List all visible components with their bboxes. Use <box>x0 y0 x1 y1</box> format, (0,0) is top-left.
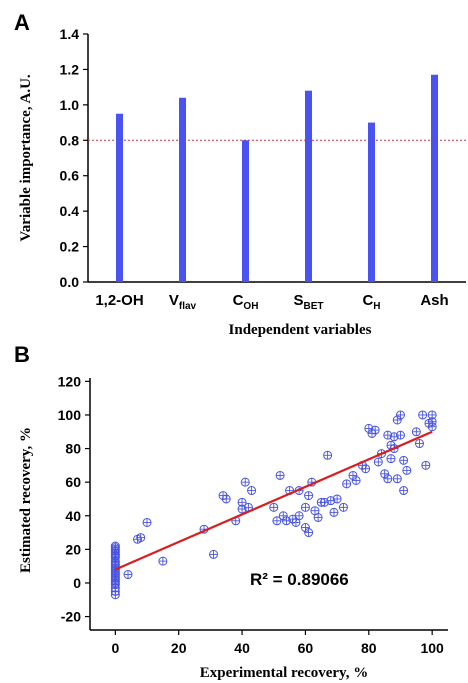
category-label: SBET <box>293 292 323 312</box>
bar-chart-y-ticks: 0.0 0.2 0.4 0.6 0.8 1.0 1.2 1.4 <box>60 26 88 290</box>
bar-1-2-oh <box>116 113 123 282</box>
x-tick-label: 60 <box>298 640 314 656</box>
panel-a-label: A <box>14 10 30 35</box>
y-tick-label: -20 <box>61 609 81 625</box>
scatter-point <box>218 491 228 501</box>
scatter-point <box>136 533 146 543</box>
scatter-point <box>304 491 314 501</box>
category-label: COH <box>233 292 259 312</box>
bar-vflav <box>179 97 186 283</box>
scatter-y-axis-title: Estimated recovery, % <box>18 427 34 573</box>
scatter-point <box>304 528 314 538</box>
y-tick-label: 0.0 <box>60 274 80 290</box>
category-label: CH <box>362 292 380 312</box>
scatter-point <box>269 502 279 512</box>
y-tick-label: 1.2 <box>60 61 80 77</box>
scatter-point <box>361 464 371 474</box>
scatter-point <box>158 556 168 566</box>
scatter-point <box>240 477 250 487</box>
category-label: Ash <box>420 292 448 309</box>
scatter-point <box>110 590 120 600</box>
bar-ash <box>431 74 438 282</box>
scatter-point <box>323 450 333 460</box>
y-tick-label: 0.6 <box>60 168 80 184</box>
y-tick-label: 20 <box>65 541 81 557</box>
scatter-point <box>142 517 152 527</box>
scatter-point <box>294 511 304 521</box>
scatter-point <box>272 516 282 526</box>
y-tick-label: 60 <box>65 474 81 490</box>
scatter-point <box>221 494 231 504</box>
scatter-point <box>329 507 339 517</box>
scatter-point <box>383 474 393 484</box>
scatter-point <box>342 479 352 489</box>
x-tick-label: 100 <box>420 640 444 656</box>
y-tick-label: 120 <box>58 373 82 389</box>
scatter-point <box>338 502 348 512</box>
scatter-point <box>414 439 424 449</box>
x-tick-label: 20 <box>171 640 187 656</box>
x-tick-label: 40 <box>234 640 250 656</box>
scatter-point <box>370 425 380 435</box>
y-tick-label: 80 <box>65 441 81 457</box>
scatter-point <box>395 430 405 440</box>
scatter-point <box>411 427 421 437</box>
scatter-point <box>427 422 437 432</box>
scatter-x-axis-title: Experimental recovery, % <box>200 665 368 681</box>
scatter-point <box>275 470 285 480</box>
y-tick-label: 0.2 <box>60 239 80 255</box>
scatter-point <box>373 457 383 467</box>
bar-chart-x-axis-title: Independent variables <box>229 322 372 338</box>
category-label: Vflav <box>169 292 197 312</box>
y-tick-label: 100 <box>58 407 82 423</box>
scatter-point <box>402 465 412 475</box>
category-label: 1,2-OH <box>95 292 143 309</box>
scatter-point <box>209 549 219 559</box>
x-tick-label: 0 <box>111 640 119 656</box>
regression-line <box>114 430 433 571</box>
scatter-point <box>313 512 323 522</box>
bar-chart-categories: 1,2-OH Vflav COH SBET CH Ash <box>95 292 448 312</box>
scatter-point <box>300 523 310 533</box>
y-tick-label: 0.4 <box>60 203 80 219</box>
scatter-point <box>351 475 361 485</box>
x-tick-label: 80 <box>361 640 377 656</box>
scatter-points <box>110 410 437 600</box>
scatter-point <box>332 494 342 504</box>
scatter-chart-panel: B -20 0 20 40 60 80 100 120 0 20 40 60 80 100 R² = 0… <box>14 342 448 681</box>
scatter-point <box>421 460 431 470</box>
bar-ch <box>368 122 375 282</box>
scatter-point <box>395 410 405 420</box>
bar-chart-panel: A 0.0 0.2 0.4 0.6 0.8 1.0 1.2 1.4 1,2-OH Vflav CO… <box>14 10 466 338</box>
scatter-point <box>237 497 247 507</box>
y-tick-label: 0.8 <box>60 132 80 148</box>
scatter-point <box>399 486 409 496</box>
scatter-point <box>300 502 310 512</box>
scatter-point <box>389 432 399 442</box>
scatter-point <box>418 410 428 420</box>
r-squared-annotation: R² = 0.89066 <box>250 570 349 589</box>
y-tick-label: 0 <box>73 575 81 591</box>
bar-sbet <box>305 90 312 282</box>
scatter-point <box>123 570 133 580</box>
y-tick-label: 1.0 <box>60 97 80 113</box>
y-tick-label: 1.4 <box>60 26 80 42</box>
scatter-point <box>399 455 409 465</box>
scatter-x-ticks: 0 20 40 60 80 100 <box>111 630 444 656</box>
scatter-y-ticks: -20 0 20 40 60 80 100 120 <box>58 373 90 625</box>
panel-b-label: B <box>14 342 30 367</box>
bar-chart-y-axis-title: Variable importance, A.U. <box>18 74 34 242</box>
scatter-point <box>367 428 377 438</box>
scatter-point <box>392 474 402 484</box>
scatter-point <box>247 486 257 496</box>
scatter-point <box>386 454 396 464</box>
bar-chart-bars <box>116 74 438 283</box>
y-tick-label: 40 <box>65 508 81 524</box>
bar-coh <box>242 140 249 282</box>
